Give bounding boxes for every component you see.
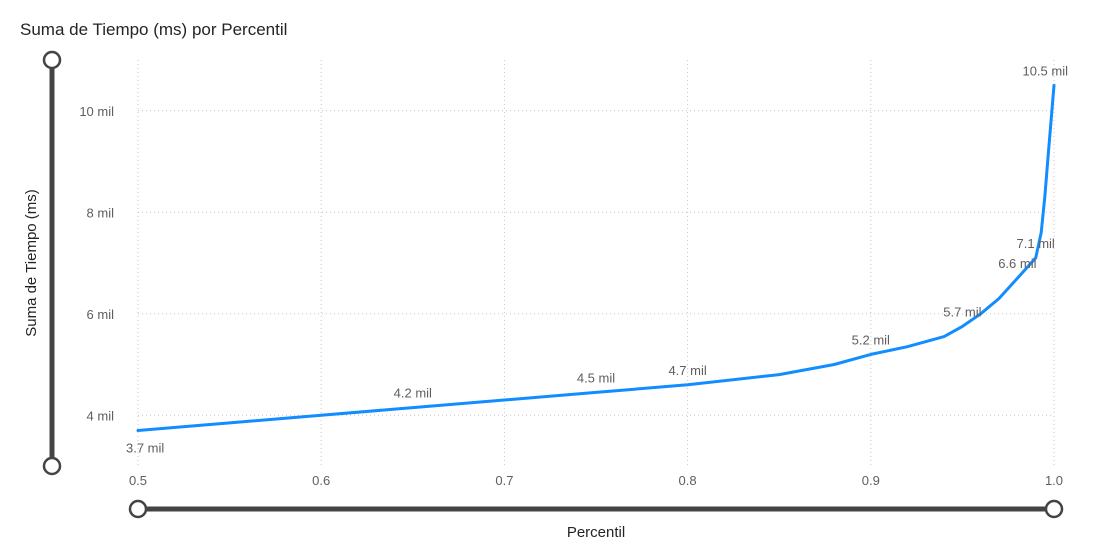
data-label: 10.5 mil — [1022, 63, 1068, 78]
y-tick-label: 4 mil — [87, 408, 115, 423]
data-label: 7.1 mil — [1017, 236, 1055, 251]
data-label: 6.6 mil — [998, 256, 1036, 271]
data-label: 4.2 mil — [394, 386, 432, 401]
x-tick-label: 0.6 — [312, 473, 330, 488]
y-tick-label: 6 mil — [87, 307, 115, 322]
series-line — [136, 83, 1056, 432]
x-tick-label: 0.8 — [679, 473, 697, 488]
x-axis-ticks: 0.5 0.6 0.7 0.8 0.9 1.0 — [129, 473, 1063, 488]
y-tick-label: 8 mil — [87, 205, 115, 220]
x-tick-label: 1.0 — [1045, 473, 1063, 488]
y-zoom-slider[interactable] — [42, 50, 62, 476]
x-tick-label: 0.7 — [495, 473, 513, 488]
x-tick-label: 0.5 — [129, 473, 147, 488]
x-zoom-slider[interactable] — [128, 499, 1064, 519]
data-label: 4.7 mil — [668, 363, 706, 378]
x-zoom-handle-right[interactable] — [1044, 499, 1064, 519]
y-tick-label: 10 mil — [79, 104, 114, 119]
y-axis-title: Suma de Tiempo (ms) — [23, 189, 40, 337]
y-zoom-handle-top[interactable] — [42, 50, 62, 70]
y-axis-ticks: 4 mil 6 mil 8 mil 10 mil — [79, 104, 114, 424]
data-label: 5.2 mil — [852, 332, 890, 347]
gridlines — [137, 60, 1055, 466]
x-axis-title: Percentil — [567, 524, 625, 541]
data-label: 5.7 mil — [943, 304, 981, 319]
data-label: 4.5 mil — [577, 370, 615, 385]
chart-title: Suma de Tiempo (ms) por Percentil — [20, 20, 288, 39]
data-label: 3.7 mil — [126, 440, 164, 455]
data-labels: 3.7 mil 4.2 mil 4.5 mil 4.7 mil 5.2 mil 5.7 m… — [126, 63, 1068, 455]
x-tick-label: 0.9 — [862, 473, 880, 488]
y-zoom-handle-bottom[interactable] — [42, 456, 62, 476]
x-zoom-handle-left[interactable] — [128, 499, 148, 519]
